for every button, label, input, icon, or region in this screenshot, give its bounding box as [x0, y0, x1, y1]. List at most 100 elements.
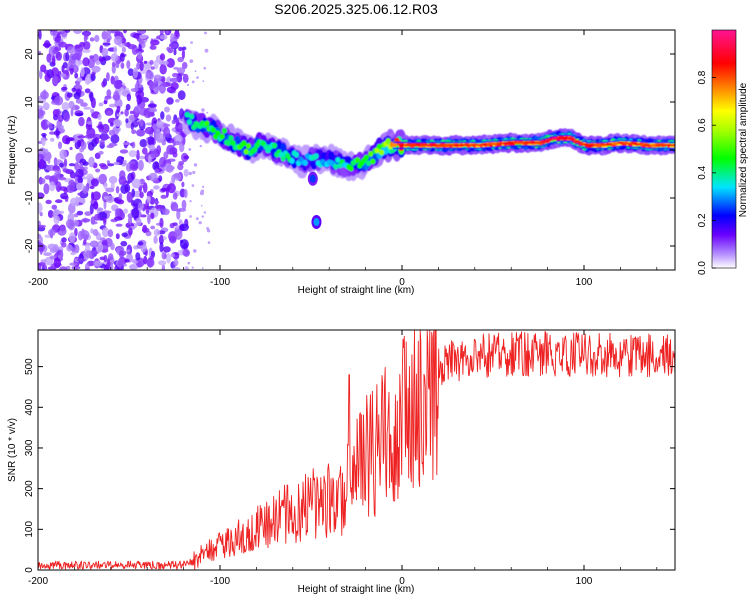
ridge-edge: [549, 136, 554, 138]
ridge-edge: [618, 139, 623, 141]
noise-blob: [179, 223, 189, 232]
noise-blob: [90, 178, 99, 187]
ridge-core: [660, 143, 668, 147]
ridge-edge: [392, 147, 397, 150]
noise-blob: [129, 163, 138, 171]
noise-blob: [136, 62, 141, 70]
noise-blob: [126, 93, 132, 102]
ridge-edge: [531, 145, 536, 147]
ridge-edge: [545, 137, 550, 139]
ridge-segment: [230, 140, 236, 147]
noise-blob: [38, 192, 45, 199]
ridge-core: [453, 143, 461, 147]
ridge-edge: [636, 140, 641, 143]
noise-blob: [101, 30, 108, 40]
ridge-edge: [618, 145, 623, 147]
noise-blob: [76, 77, 83, 83]
noise-blob: [148, 144, 156, 151]
ridge-segment: [368, 151, 374, 157]
noise-blob: [105, 195, 115, 203]
ridge-edge: [462, 147, 467, 150]
noise-blob: [59, 149, 67, 160]
noise-blob: [59, 266, 68, 270]
noise-blob: [186, 83, 190, 87]
noise-blob: [161, 264, 166, 270]
noise-blob: [129, 110, 134, 115]
ridge-edge: [465, 147, 470, 150]
noise-blob: [60, 193, 69, 199]
noise-blob: [118, 193, 123, 200]
spectrogram-x-label: Height of straight line (km): [298, 285, 415, 296]
noise-blob: [138, 37, 144, 45]
noise-blob: [198, 221, 202, 225]
noise-blob: [52, 165, 61, 172]
ridge-segment: [204, 120, 210, 127]
ridge-edge: [487, 140, 492, 143]
ridge-edge: [520, 145, 525, 147]
noise-blob: [74, 72, 79, 79]
ridge-core: [616, 141, 624, 145]
noise-blob: [125, 118, 129, 124]
noise-blob: [103, 100, 108, 105]
noise-blob: [117, 259, 124, 269]
noise-blob: [110, 122, 114, 127]
noise-blob: [206, 227, 210, 230]
noise-blob: [82, 239, 87, 245]
ridge-edge: [429, 147, 434, 150]
noise-blob: [110, 242, 115, 251]
ridge-edge: [407, 147, 412, 150]
ridge-edge: [633, 146, 638, 148]
ridge-core: [600, 143, 608, 147]
ridge-edge: [476, 141, 481, 143]
noise-blob: [61, 65, 65, 73]
noise-blob: [39, 212, 43, 217]
noise-blob: [124, 108, 129, 117]
noise-blob: [66, 244, 73, 252]
ridge-segment: [348, 165, 354, 172]
ridge-edge: [622, 145, 627, 147]
ridge-core: [458, 143, 466, 147]
ridge-core: [409, 143, 417, 147]
noise-blob: [93, 260, 103, 267]
noise-blob: [97, 113, 102, 121]
noise-blob: [181, 199, 187, 210]
noise-blob: [47, 210, 54, 218]
noise-blob: [166, 58, 175, 68]
noise-blob: [89, 203, 94, 215]
noise-blob: [64, 30, 71, 33]
noise-blob: [191, 80, 195, 84]
noise-blob: [71, 87, 77, 93]
ridge-edge: [585, 141, 590, 144]
ridge-segment: [293, 151, 299, 158]
y-tick-label: 0: [24, 147, 35, 153]
noise-blob: [184, 266, 190, 270]
noise-blob: [153, 59, 159, 70]
noise-blob: [87, 141, 95, 151]
ridge-edge: [502, 139, 507, 142]
noise-blob: [169, 77, 180, 83]
noise-blob: [75, 112, 84, 117]
ridge-edge: [443, 141, 448, 144]
ridge-segment: [243, 148, 249, 155]
colorbar-tick-label: 0.4: [697, 165, 708, 179]
ridge-edge: [505, 145, 510, 148]
ridge-segment: [313, 153, 319, 160]
noise-blob: [79, 162, 84, 170]
noise-blob: [179, 239, 189, 250]
noise-blob: [189, 215, 192, 218]
noise-blob: [63, 112, 70, 122]
ridge-segment: [228, 135, 234, 142]
noise-blob: [199, 144, 202, 148]
ridge-core: [556, 136, 564, 140]
ridge-edge: [651, 141, 656, 144]
noise-blob: [129, 264, 138, 270]
noise-blob: [175, 208, 182, 212]
noise-blob: [60, 128, 66, 134]
noise-blob: [155, 128, 161, 140]
noise-blob: [182, 73, 189, 83]
noise-blob: [105, 187, 115, 193]
ridge-edge: [578, 145, 583, 147]
ridge-edge: [560, 134, 565, 136]
noise-blob: [92, 229, 99, 236]
noise-blob: [161, 251, 167, 260]
